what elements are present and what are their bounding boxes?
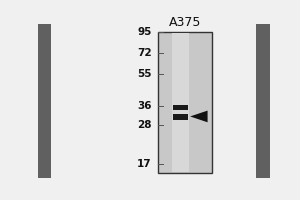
Polygon shape (190, 111, 208, 122)
Text: A375: A375 (169, 16, 201, 29)
Text: 17: 17 (137, 159, 152, 169)
Bar (38, 24, 52, 178)
Text: 36: 36 (137, 101, 152, 111)
Text: 95: 95 (137, 27, 152, 37)
Bar (256, 24, 270, 178)
Text: 28: 28 (137, 120, 152, 130)
Bar (173, 105, 188, 110)
Bar (158, 32, 212, 173)
Bar (173, 114, 188, 120)
Text: 72: 72 (137, 48, 152, 58)
Text: 55: 55 (137, 69, 152, 79)
Bar (172, 33, 189, 172)
